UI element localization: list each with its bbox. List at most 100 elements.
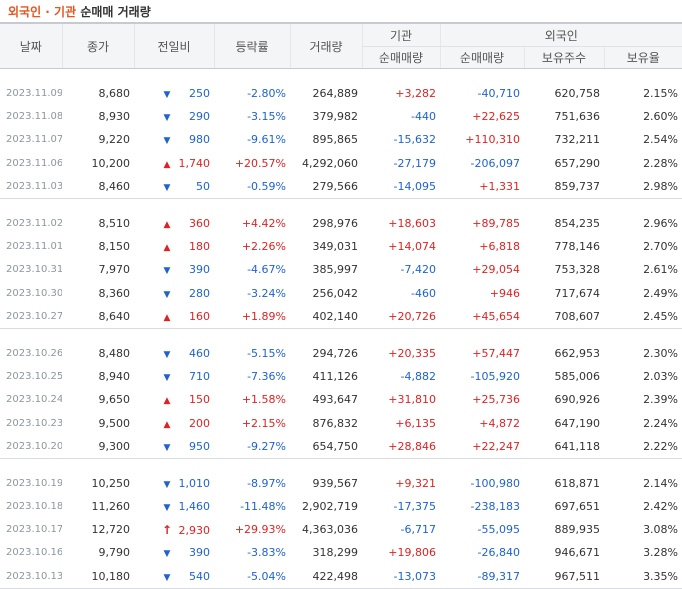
change-value: 280 [189, 286, 210, 300]
header-foreign-ratio: 보유율 [603, 46, 682, 69]
foreign-ratio-cell: 2.39% [643, 393, 679, 407]
date-cell: 2023.10.17 [6, 524, 62, 536]
foreign-hold-cell: 717,674 [554, 286, 601, 300]
rate-cell: +2.15% [241, 416, 286, 430]
rate-cell: -8.97% [247, 476, 286, 490]
foreign-ratio-cell: 2.30% [643, 346, 679, 360]
rate-cell: -5.15% [247, 346, 286, 360]
triangle-down-icon: ▼ [163, 266, 171, 277]
triangle-down-icon: ▼ [163, 90, 171, 101]
date-cell: 2023.11.06 [6, 157, 62, 169]
foreign-hold-cell: 946,671 [554, 546, 601, 560]
foreign-ratio-cell: 2.28% [643, 156, 679, 170]
foreign-net-cell: -89,317 [440, 564, 524, 589]
inst-net-cell: +18,603 [388, 217, 436, 231]
foreign-hold-cell: 620,758 [554, 87, 601, 101]
volume-cell: 256,042 [312, 286, 359, 300]
change-value: 950 [189, 439, 210, 453]
foreign-net-cell: -238,183 [470, 500, 520, 514]
change-value: 540 [189, 569, 210, 583]
foreign-ratio-cell: 3.08% [643, 523, 679, 537]
change-value: 250 [189, 87, 210, 101]
volume-cell: 876,832 [312, 416, 359, 430]
header-foreign-group: 외국인 [439, 22, 682, 47]
table-row: 2023.11.07 9,220 ▼ 980 -9.61% 895,865 -15,632 +… [0, 128, 682, 151]
spacer-row [0, 198, 682, 212]
foreign-net-cell: +25,736 [472, 393, 520, 407]
triangle-up-icon: ▲ [163, 159, 171, 170]
foreign-net-cell: +29,054 [472, 263, 520, 277]
close-cell: 8,460 [62, 174, 134, 199]
date-cell: 2023.11.07 [6, 134, 62, 146]
change-value: 150 [189, 393, 210, 407]
inst-net-cell: -4,882 [400, 370, 436, 384]
triangle-down-icon: ▼ [163, 182, 171, 193]
date-cell: 2023.10.16 [6, 547, 62, 559]
spacer-cell [0, 69, 682, 83]
foreign-hold-cell: 697,651 [554, 500, 601, 514]
close-cell: 9,220 [98, 133, 131, 147]
foreign-net-cell: -105,920 [470, 370, 520, 384]
volume-cell: 298,976 [312, 217, 359, 231]
table-row: 2023.11.01 8,150 ▲ 180 +2.26% 349,031 +14,074 +… [0, 235, 682, 258]
header-rate: 등락률 [213, 22, 290, 69]
spacer-cell [0, 458, 682, 472]
foreign-ratio-cell: 2.14% [643, 476, 679, 490]
change-cell: ▼ 1,460 [134, 495, 214, 518]
rate-cell: -5.04% [214, 564, 290, 589]
foreign-ratio-cell: 2.15% [643, 87, 679, 101]
close-cell: 8,480 [98, 346, 131, 360]
change-value: 980 [189, 133, 210, 147]
change-cell: ↑ 2,930 [134, 518, 214, 541]
header-foreign-net: 순매매량 [439, 46, 524, 69]
triangle-up-icon: ▲ [163, 396, 171, 407]
inst-net-cell: -17,375 [393, 500, 436, 514]
date-cell: 2023.11.01 [6, 241, 62, 253]
date-cell: 2023.11.02 [6, 218, 62, 230]
close-cell: 9,650 [98, 393, 131, 407]
change-cell: ▲ 160 [134, 304, 214, 329]
close-cell: 10,200 [91, 156, 131, 170]
foreign-net-cell: +22,625 [472, 110, 520, 124]
foreign-ratio-cell: 2.24% [643, 416, 679, 430]
close-cell: 8,510 [98, 217, 131, 231]
foreign-net-cell: +45,654 [440, 304, 524, 329]
close-cell: 9,300 [62, 434, 134, 459]
change-cell: ▲ 180 [134, 235, 214, 258]
header-inst-group: 기관 [361, 22, 440, 47]
foreign-hold-cell: 889,935 [554, 523, 601, 537]
close-cell: 9,790 [98, 546, 131, 560]
volume-cell: 2,902,719 [302, 500, 358, 514]
rate-cell: -3.15% [247, 110, 286, 124]
rate-cell: -4.67% [247, 263, 286, 277]
triangle-up-icon: ▲ [163, 243, 171, 254]
rate-cell: +20.57% [234, 156, 286, 170]
foreign-ratio-cell: 2.61% [643, 263, 679, 277]
foreign-hold-cell: 618,871 [554, 476, 601, 490]
close-cell: 8,930 [98, 110, 131, 124]
close-cell: 10,250 [91, 476, 131, 490]
change-cell: ▼ 290 [134, 105, 214, 128]
table-row: 2023.10.27 8,640 ▲ 160 +1.89% 402,140 +20,726 +… [0, 304, 682, 329]
date-cell: 2023.10.25 [6, 371, 62, 383]
change-cell: ▼ 1,010 [134, 472, 214, 495]
foreign-hold-cell: 854,235 [554, 217, 601, 231]
table-row: 2023.11.03 8,460 ▼ 50 -0.59% 279,566 -14,095 +1… [0, 174, 682, 199]
volume-cell: 402,140 [290, 304, 362, 329]
foreign-ratio-cell: 2.98% [604, 174, 682, 199]
spacer-cell [0, 328, 682, 342]
close-cell: 10,180 [62, 564, 134, 589]
foreign-net-cell: -100,980 [470, 476, 520, 490]
table-row: 2023.11.08 8,930 ▼ 290 -3.15% 379,982 -440 +22,… [0, 105, 682, 128]
foreign-net-cell: +89,785 [472, 217, 520, 231]
volume-cell: 349,031 [312, 240, 359, 254]
date-cell: 2023.10.30 [6, 287, 62, 299]
close-cell: 8,150 [98, 240, 131, 254]
change-value: 180 [189, 240, 210, 254]
foreign-hold-cell: 690,926 [554, 393, 601, 407]
triangle-down-icon: ▼ [163, 136, 171, 147]
triangle-down-icon: ▼ [163, 349, 171, 360]
foreign-net-cell: +110,310 [465, 133, 520, 147]
change-cell: ▼ 460 [134, 342, 214, 365]
volume-cell: 493,647 [312, 393, 359, 407]
